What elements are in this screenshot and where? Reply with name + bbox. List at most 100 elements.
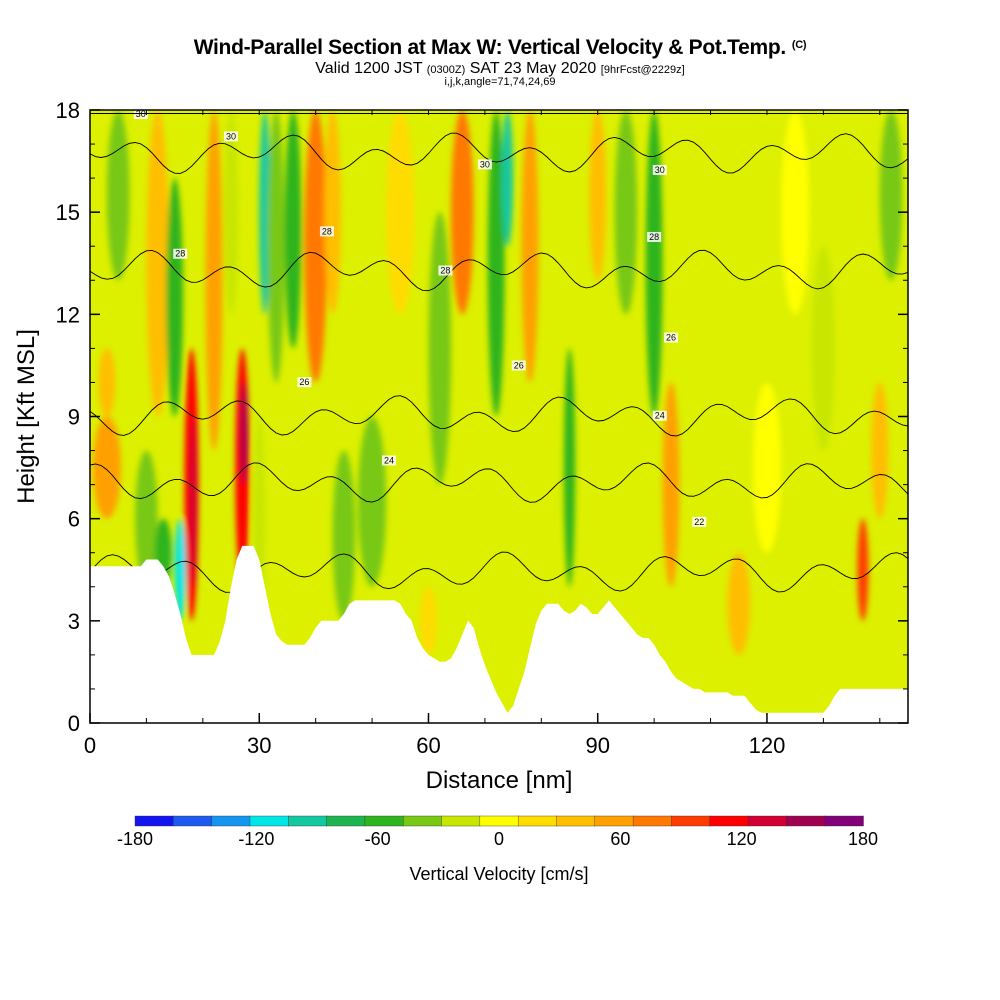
velocity-cell [284,110,302,349]
contour-label-bg [647,231,662,242]
velocity-cell [451,110,474,315]
y-tick-label: 0 [68,711,80,736]
contour-label: 30 [136,109,146,119]
theta-contour-line [90,249,908,292]
contour-label: 22 [694,517,704,527]
velocity-cell [324,110,342,315]
colorbar-swatch [632,815,673,827]
colorbar-swatch [326,815,366,827]
chart-subtitle-indices: i,j,k,angle=71,74,24,69 [444,76,556,88]
subtitle-forecast: [9hrFcst@2229z] [600,64,685,76]
velocity-cell [428,212,452,485]
colorbar-swatch [134,815,175,827]
velocity-cell [98,348,116,417]
y-tick-label: 3 [68,609,80,634]
contour-label-bg [511,360,526,371]
colorbar-swatch [747,815,788,827]
colorbar-tick-label: -180 [117,829,153,849]
colorbar-title: Vertical Velocity [cm/s] [409,864,588,884]
contour-label-bg [438,265,453,276]
colorbar-swatch [671,815,711,827]
contour-label-bg [133,110,148,120]
velocity-cell [205,110,223,451]
velocity-cell [781,110,810,315]
contour-label: 24 [655,411,665,421]
theta-contour-line [90,395,908,437]
contour-label-bg [477,159,492,170]
velocity-cell [267,110,285,383]
y-tick-label: 6 [68,507,80,532]
y-axis-title: Height [Kft MSL] [13,329,40,504]
contour-label: 30 [655,165,665,175]
contour-label: 32 [243,3,253,13]
velocity-cell [589,110,607,281]
contour-label-bg [173,248,188,259]
velocity-cell [106,110,130,281]
contour-label-bg [241,3,255,13]
velocity-cell [487,110,505,417]
contour-label-bg [652,410,667,421]
chart-title-text: Wind-Parallel Section at Max W: Vertical… [193,36,787,59]
contour-label-bg [438,25,452,35]
contour-label: 30 [226,131,236,141]
colorbar-tick-label: 0 [494,829,504,849]
velocity-cell [259,110,271,315]
chart-title: Wind-Parallel Section at Max W: Vertical… [0,36,1000,60]
colorbar-swatch [211,815,251,827]
theta-contour-line [90,551,908,593]
velocity-cell [645,110,663,417]
vertical-velocity-field [90,110,908,723]
colorbar-swatch [479,815,519,827]
velocity-cell [146,110,169,417]
contour-label: 28 [649,232,659,242]
contour-label: 34 [627,0,637,7]
contour-label-bg [664,332,679,343]
velocity-cell [857,518,869,621]
velocity-cell [92,416,122,519]
y-tick-label: 12 [56,302,80,327]
contour-label-bg [652,164,667,175]
colorbar-tick-label: 120 [727,829,757,849]
x-tick-label: 60 [416,733,440,758]
theta-contour-line [90,462,908,503]
colorbar-tick-label: 60 [610,829,630,849]
velocity-cell [752,382,782,553]
contour-label: 26 [514,360,524,370]
velocity-cell [223,110,239,315]
velocity-cell [420,586,437,655]
colorbar-swatch [517,815,558,827]
colorbar-swatch [709,815,749,827]
subtitle-date: SAT 23 May 2020 [469,60,597,77]
colorbar-swatch [173,815,213,827]
colorbar-swatch [824,815,864,827]
subtitle-valid: Valid 1200 JST [315,60,423,77]
velocity-cell [304,110,327,383]
theta-contours: 2224242626262828282830303030323232323434… [90,0,908,593]
x-tick-label: 120 [749,733,786,758]
contour-label-bg [94,70,108,80]
field-blobs [92,110,903,655]
contour-label: 32 [96,70,106,80]
velocity-cell [189,416,197,587]
contour-label: 28 [440,265,450,275]
y-tick-label: 15 [56,200,80,225]
axes: 0 30 60 90 120 0 3 6 9 12 15 18 Distance [nm] Height … [13,98,908,794]
velocity-cell [386,110,415,315]
contour-label: 32 [632,59,642,69]
contour-label-bg [319,226,334,237]
chart-subtitle: Valid 1200 JST (0300Z) SAT 23 May 2020 [… [0,60,1000,78]
velocity-cell [727,552,751,655]
colorbar-tick-label: 180 [848,829,878,849]
contour-label-bg [381,455,396,466]
velocity-cell [879,110,903,281]
velocity-cell [174,518,186,621]
colorbar-swatch [288,815,328,827]
x-tick-label: 0 [84,733,96,758]
terrain-mask [90,545,908,723]
y-tick-label: 9 [68,405,80,430]
colorbar-swatch [403,815,443,827]
colorbar-swatch [786,815,826,827]
contour-label: 28 [322,226,332,236]
x-tick-label: 30 [247,733,271,758]
